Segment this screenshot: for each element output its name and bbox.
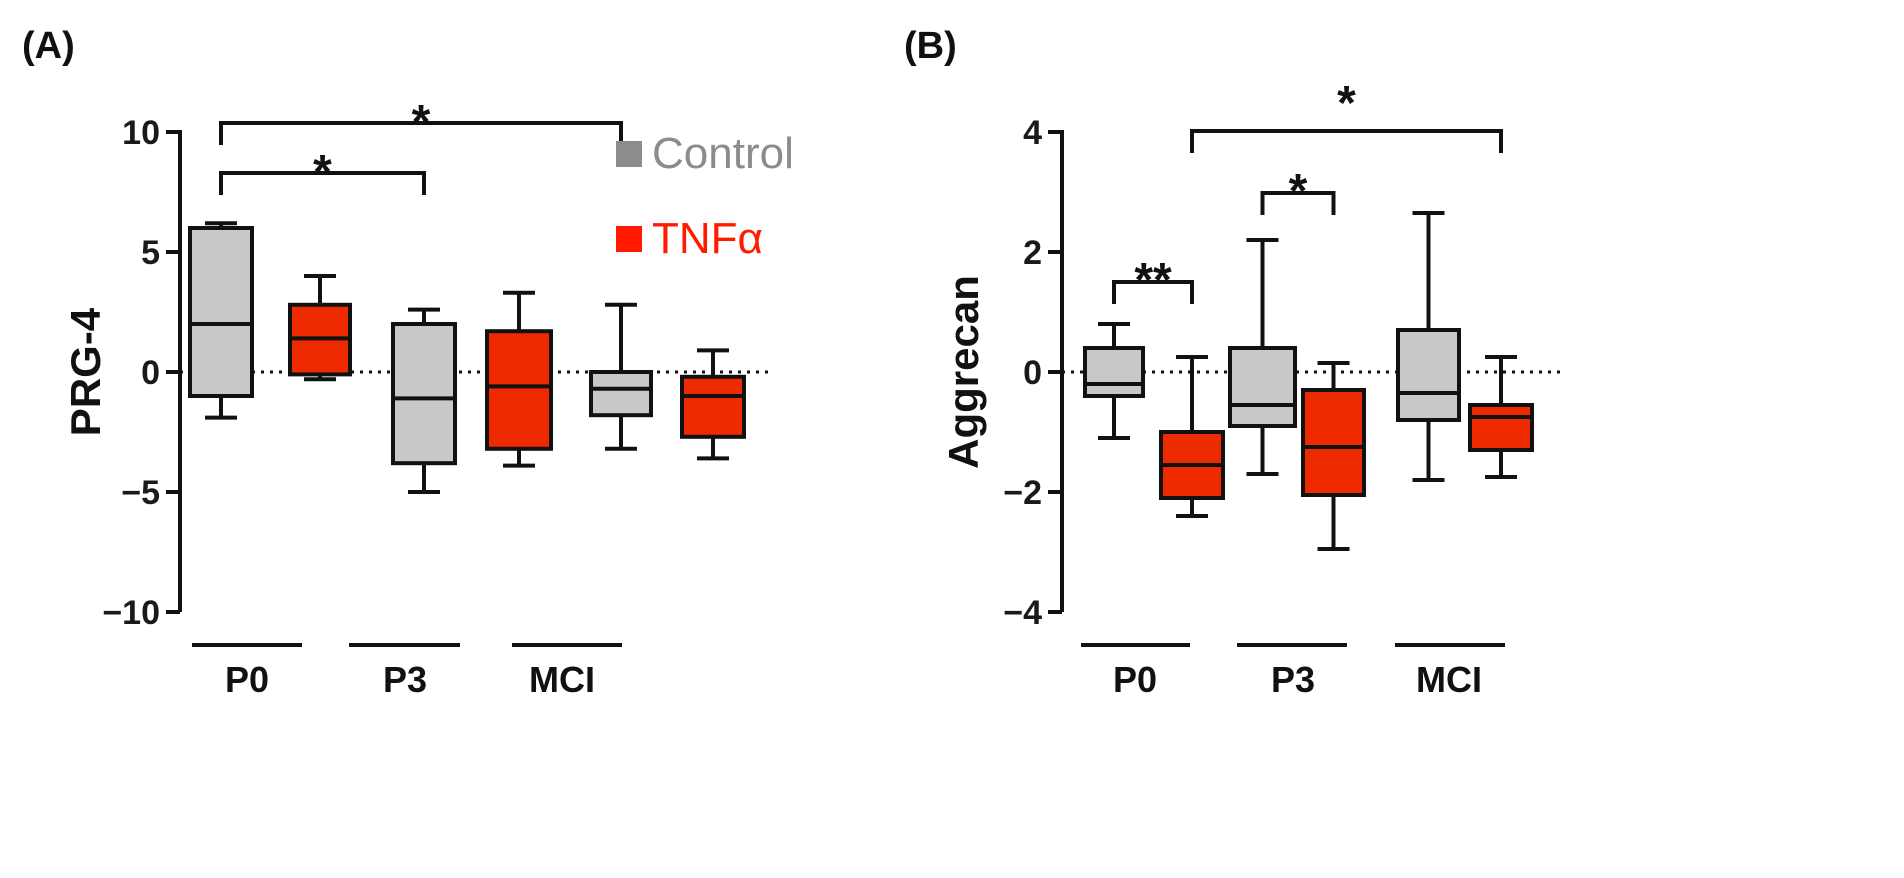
y-axis-label: PRG-4	[62, 307, 109, 436]
box-mci-control	[589, 302, 653, 451]
box-p0-tnf	[288, 274, 352, 382]
y-tick-label: 4	[1023, 114, 1042, 152]
group-label-p0: P0	[225, 659, 269, 700]
bracket-line	[1190, 129, 1503, 153]
group-label-mci: MCI	[529, 659, 595, 700]
box-p3-control	[391, 307, 457, 494]
box-iqr	[589, 370, 653, 418]
significance-label: *	[1337, 77, 1356, 130]
legend: Control TNFα	[616, 129, 794, 263]
y-axis-label: Aggrecan	[940, 275, 987, 469]
legend-swatch	[616, 226, 642, 252]
significance-bracket: **	[1112, 254, 1194, 307]
significance-label: **	[1134, 254, 1172, 307]
panel-label: (B)	[904, 25, 957, 67]
legend-label: TNFα	[652, 214, 763, 263]
group-label-mci: MCI	[1416, 659, 1482, 700]
significance-label: *	[412, 96, 431, 149]
box-p0-tnf	[1159, 355, 1225, 518]
panel-a: (A) 10 5 0 −5 −10 PRG-4 P0 P3 MCI * * Control TNFα	[22, 25, 794, 700]
y-tick-label: 0	[141, 354, 160, 392]
box-mci-control	[1396, 211, 1461, 482]
box-mci-tnf	[1468, 355, 1534, 479]
box-iqr	[680, 374, 746, 439]
bracket-line	[219, 171, 426, 195]
box-iqr	[1468, 403, 1534, 452]
bracket-line	[219, 121, 623, 145]
bracket-line	[1260, 191, 1336, 215]
y-tick-label: 5	[141, 234, 160, 272]
y-tick-label: −2	[1003, 474, 1042, 512]
y-tick-label: −4	[1003, 594, 1042, 632]
box-p3-tnf	[1301, 361, 1366, 551]
box-iqr	[485, 329, 553, 451]
box-iqr	[1228, 346, 1297, 428]
y-tick-label: 10	[122, 114, 160, 152]
y-tick-label: −5	[121, 474, 160, 512]
y-tick-label: 2	[1023, 234, 1042, 272]
legend-label: Control	[652, 129, 794, 178]
y-tick-label: −10	[102, 594, 160, 632]
box-iqr	[1396, 328, 1461, 422]
box-iqr	[391, 322, 457, 466]
y-tick-label: 0	[1023, 354, 1042, 392]
box-p3-tnf	[485, 290, 553, 468]
group-label-p3: P3	[1271, 659, 1315, 700]
box-mci-tnf	[680, 348, 746, 461]
panel-label: (A)	[22, 25, 75, 67]
significance-label: *	[313, 146, 332, 199]
bracket-line	[1112, 280, 1194, 304]
legend-swatch	[616, 141, 642, 167]
group-label-p0: P0	[1113, 659, 1157, 700]
significance-bracket: *	[1190, 77, 1503, 153]
box-p3-control	[1228, 238, 1297, 476]
box-iqr	[1083, 346, 1145, 398]
group-label-p3: P3	[383, 659, 427, 700]
significance-bracket: *	[1260, 165, 1336, 218]
box-p0-control	[188, 221, 254, 420]
significance-bracket: *	[219, 146, 426, 199]
box-p0-control	[1083, 322, 1145, 440]
significance-label: *	[1289, 165, 1308, 218]
significance-bracket: *	[219, 96, 623, 149]
box-iqr	[188, 226, 254, 398]
box-iqr	[1301, 388, 1366, 497]
